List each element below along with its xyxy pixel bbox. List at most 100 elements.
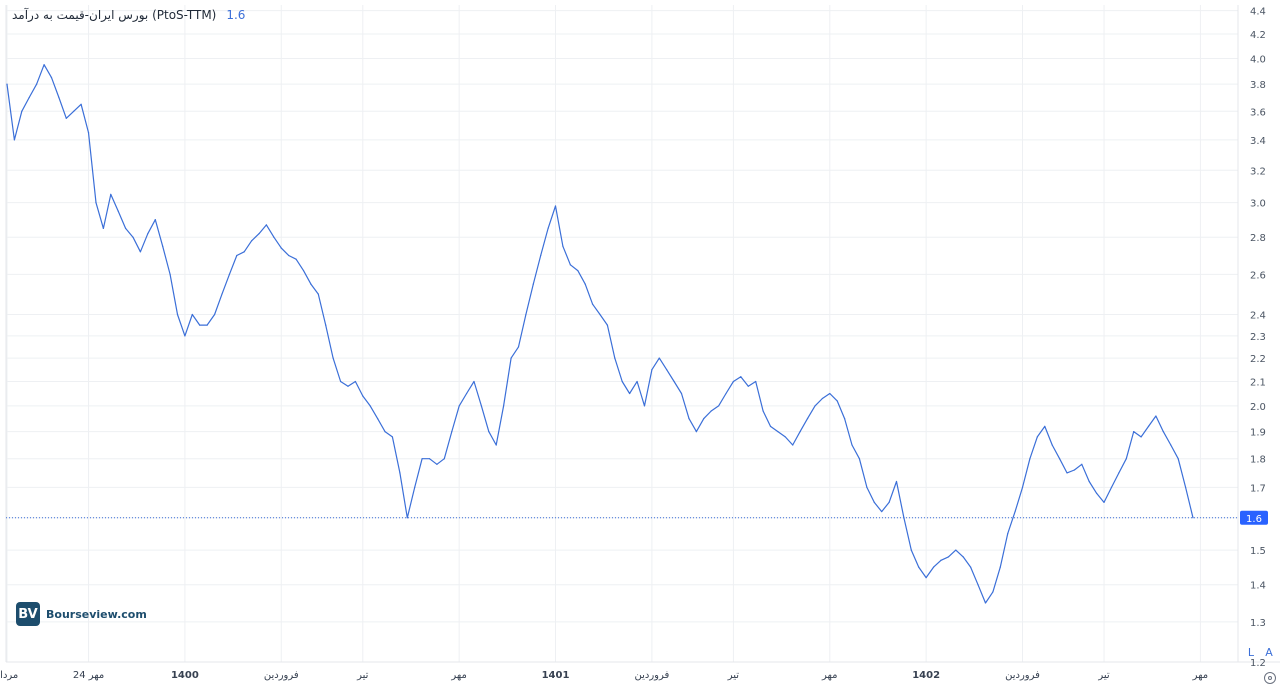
- y-tick-label: 2.1: [1250, 377, 1266, 388]
- data-point: [132, 236, 134, 238]
- last-value-label: 1.6: [1246, 514, 1262, 525]
- data-point: [302, 269, 305, 272]
- data-point: [569, 264, 571, 266]
- data-point: [258, 233, 260, 235]
- data-point: [651, 369, 653, 371]
- x-tick-label: مهر: [450, 670, 466, 681]
- data-point: [540, 254, 542, 257]
- data-point: [65, 117, 67, 119]
- data-point: [947, 556, 949, 558]
- data-point: [384, 431, 386, 433]
- y-tick-label: 4.4: [1250, 7, 1266, 18]
- y-tick-label: 2.2: [1250, 354, 1266, 365]
- data-point: [1133, 431, 1135, 433]
- data-point: [191, 313, 193, 316]
- data-point: [6, 83, 8, 85]
- data-point: [310, 283, 312, 285]
- data-point: [1170, 444, 1172, 446]
- data-point: [21, 110, 23, 112]
- data-point: [147, 233, 149, 235]
- data-point: [517, 346, 520, 348]
- data-point: [95, 202, 97, 204]
- y-tick-label: 3.0: [1250, 199, 1266, 210]
- y-tick-label: 1.3: [1250, 618, 1266, 629]
- data-point: [710, 410, 712, 412]
- data-point: [888, 501, 890, 503]
- x-tick-label: مهر: [821, 670, 837, 681]
- data-point: [102, 227, 104, 229]
- data-point: [851, 444, 853, 446]
- data-point: [110, 193, 112, 195]
- y-tick-label: 1.5: [1250, 546, 1266, 557]
- settings-gear-icon[interactable]: [1264, 672, 1276, 684]
- data-point: [495, 444, 497, 446]
- data-point: [169, 273, 171, 275]
- data-point: [1088, 480, 1090, 483]
- data-point: [332, 357, 334, 359]
- data-point: [614, 357, 616, 359]
- x-tick-label: مهر: [1192, 670, 1208, 681]
- data-point: [591, 303, 594, 305]
- data-point: [399, 472, 401, 474]
- data-point: [473, 380, 475, 383]
- data-point: [1036, 436, 1038, 438]
- data-point: [962, 556, 964, 558]
- data-point: [940, 559, 942, 561]
- y-tick-label: 1.8: [1250, 455, 1266, 466]
- data-point: [414, 486, 416, 488]
- y-tick-label: 1.2: [1250, 658, 1266, 669]
- data-point: [881, 510, 883, 513]
- data-point: [1177, 458, 1179, 460]
- data-point: [436, 463, 438, 465]
- data-point: [80, 103, 82, 105]
- data-point: [740, 376, 742, 378]
- data-point: [510, 357, 512, 359]
- data-point: [1058, 458, 1061, 460]
- data-point: [1147, 425, 1150, 427]
- x-axis: مرداد 24 مهر 1400 فروردین تیر مهر 1401 فروردین ت…: [0, 670, 1208, 681]
- data-point: [792, 444, 794, 446]
- data-point: [184, 335, 186, 337]
- data-point: [1140, 436, 1142, 438]
- auto-scale-button[interactable]: A: [1265, 645, 1273, 659]
- data-point: [725, 392, 727, 395]
- data-point: [1155, 415, 1157, 417]
- last-value-badge: [1240, 510, 1268, 525]
- data-point: [673, 380, 675, 383]
- data-point: [125, 227, 127, 229]
- last-value-marker: 1.6: [6, 510, 1268, 525]
- data-point: [73, 110, 75, 112]
- data-point: [488, 431, 490, 433]
- y-tick-label: 3.2: [1250, 166, 1266, 177]
- data-point: [428, 458, 431, 460]
- data-point: [829, 392, 831, 395]
- log-scale-button[interactable]: L: [1247, 645, 1255, 659]
- data-point: [762, 410, 764, 412]
- data-point: [1162, 431, 1164, 433]
- data-point: [955, 549, 957, 551]
- data-point: [391, 436, 394, 438]
- data-point: [1096, 492, 1098, 494]
- data-point: [895, 480, 898, 483]
- data-point: [199, 324, 201, 326]
- y-axis: 1.21.31.41.51.61.71.81.92.02.12.22.32.42…: [1250, 7, 1266, 669]
- y-tick-label: 1.9: [1250, 428, 1266, 439]
- data-point: [554, 205, 557, 207]
- data-point: [814, 405, 816, 407]
- data-point: [1051, 444, 1053, 446]
- data-point: [480, 405, 482, 407]
- data-point: [1029, 458, 1031, 460]
- data-point: [1044, 425, 1046, 427]
- data-point: [910, 549, 912, 551]
- data-point: [844, 418, 846, 420]
- data-point: [621, 380, 623, 383]
- data-point: [465, 392, 468, 395]
- data-point: [325, 324, 327, 326]
- data-point: [228, 273, 230, 275]
- y-tick-label: 3.8: [1250, 80, 1266, 91]
- x-tick-label: تیر: [727, 670, 740, 681]
- y-tick-label: 2.8: [1250, 233, 1266, 244]
- data-point: [1103, 501, 1105, 503]
- data-point: [806, 418, 809, 420]
